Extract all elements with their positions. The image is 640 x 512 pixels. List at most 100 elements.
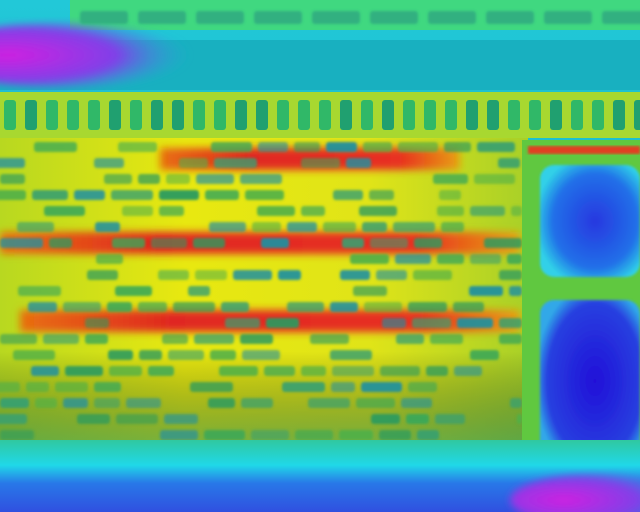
brick bbox=[499, 270, 522, 280]
slot bbox=[130, 100, 142, 130]
brick bbox=[18, 286, 61, 296]
brick bbox=[95, 222, 120, 232]
brick bbox=[441, 222, 464, 232]
brick bbox=[166, 174, 190, 184]
slot bbox=[88, 100, 100, 130]
brick bbox=[474, 174, 515, 184]
brick bbox=[454, 366, 482, 376]
brick bbox=[159, 190, 199, 200]
brick bbox=[31, 366, 59, 376]
slot bbox=[298, 100, 310, 130]
brick bbox=[278, 270, 301, 280]
brick bbox=[470, 350, 499, 360]
brick bbox=[470, 206, 505, 216]
brick bbox=[323, 222, 356, 232]
brick bbox=[308, 398, 350, 408]
slot bbox=[361, 100, 373, 130]
brick bbox=[339, 430, 373, 440]
slot bbox=[235, 100, 247, 130]
brick bbox=[602, 11, 640, 24]
brick bbox=[96, 254, 123, 264]
brick bbox=[310, 334, 349, 344]
slot bbox=[445, 100, 457, 130]
slot bbox=[214, 100, 226, 130]
brick bbox=[0, 398, 29, 408]
brick bbox=[396, 334, 424, 344]
brick bbox=[287, 302, 324, 312]
slot bbox=[46, 100, 58, 130]
brick bbox=[179, 158, 208, 168]
brick bbox=[254, 11, 302, 24]
brick bbox=[257, 206, 295, 216]
brick bbox=[221, 302, 249, 312]
brick bbox=[437, 254, 464, 264]
brick bbox=[195, 270, 227, 280]
brick bbox=[108, 350, 133, 360]
brick bbox=[301, 366, 326, 376]
brick bbox=[126, 398, 161, 408]
brick bbox=[194, 334, 234, 344]
brick bbox=[245, 190, 284, 200]
slot bbox=[193, 100, 205, 130]
brick bbox=[204, 430, 245, 440]
brick bbox=[65, 366, 103, 376]
brick bbox=[499, 318, 522, 328]
brick bbox=[168, 350, 204, 360]
slot bbox=[466, 100, 478, 130]
brick bbox=[301, 206, 325, 216]
brick bbox=[241, 398, 273, 408]
brick bbox=[107, 302, 132, 312]
brick bbox=[0, 414, 27, 424]
brick bbox=[326, 142, 357, 152]
slot bbox=[529, 100, 541, 130]
brick bbox=[498, 158, 520, 168]
brick bbox=[0, 238, 43, 248]
cold-spot bbox=[0, 23, 190, 87]
slot bbox=[172, 100, 184, 130]
brick bbox=[331, 382, 355, 392]
brick bbox=[159, 206, 184, 216]
brick bbox=[208, 398, 235, 408]
brick bbox=[457, 318, 493, 328]
brick bbox=[430, 334, 463, 344]
slot bbox=[109, 100, 121, 130]
slot bbox=[424, 100, 436, 130]
slot bbox=[613, 100, 625, 130]
brick bbox=[211, 142, 252, 152]
brick bbox=[162, 334, 188, 344]
slot bbox=[571, 100, 583, 130]
brick bbox=[330, 302, 358, 312]
brick bbox=[376, 270, 407, 280]
brick bbox=[379, 430, 411, 440]
brick bbox=[330, 350, 372, 360]
brick bbox=[196, 11, 244, 24]
brick bbox=[0, 158, 25, 168]
wall-shade bbox=[0, 138, 528, 443]
brick bbox=[160, 430, 198, 440]
brick bbox=[428, 11, 476, 24]
brick bbox=[469, 286, 503, 296]
brick bbox=[499, 334, 522, 344]
slot bbox=[67, 100, 79, 130]
brick bbox=[509, 286, 522, 296]
brick bbox=[417, 430, 439, 440]
brick bbox=[44, 206, 85, 216]
slot-row bbox=[4, 100, 640, 130]
brick bbox=[251, 430, 289, 440]
brick bbox=[369, 190, 394, 200]
brick bbox=[49, 238, 72, 248]
brick bbox=[340, 270, 370, 280]
bricks bbox=[0, 11, 640, 440]
brick bbox=[148, 366, 174, 376]
brick bbox=[426, 366, 448, 376]
brick bbox=[85, 318, 109, 328]
brick bbox=[362, 222, 387, 232]
brick bbox=[258, 142, 288, 152]
brick bbox=[412, 318, 451, 328]
slot bbox=[277, 100, 289, 130]
brick bbox=[173, 302, 215, 312]
brick bbox=[408, 302, 447, 312]
brick bbox=[219, 366, 258, 376]
brick bbox=[233, 270, 272, 280]
brick bbox=[370, 11, 418, 24]
